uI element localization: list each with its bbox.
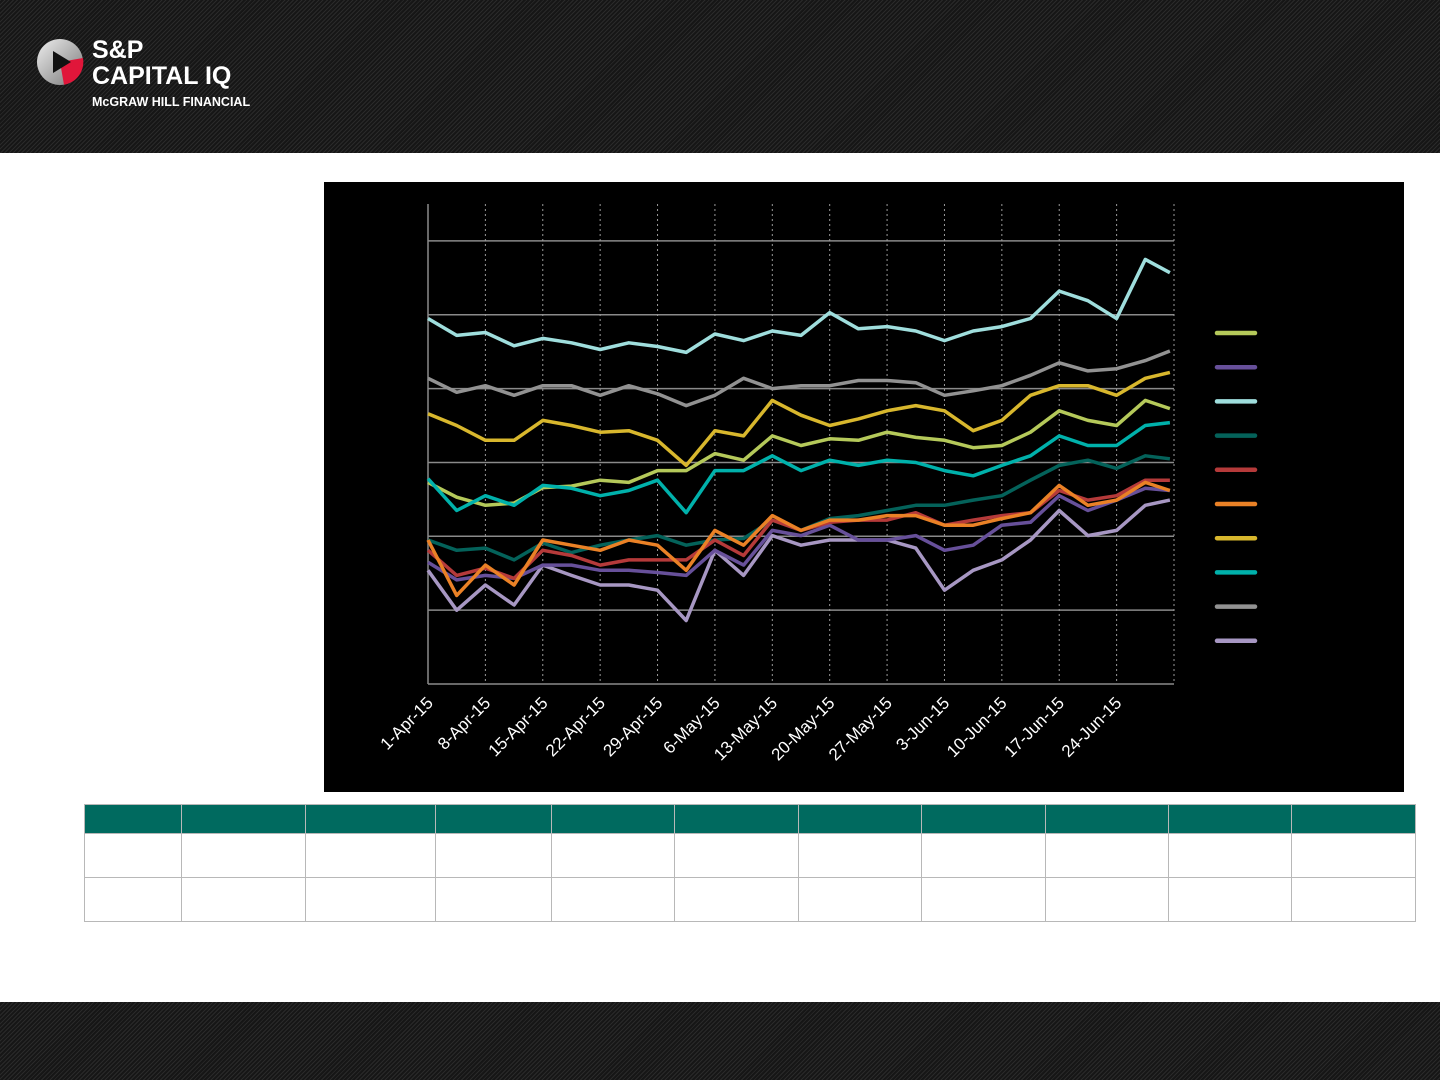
table-cell xyxy=(435,833,552,878)
data-table xyxy=(84,804,1416,922)
table-cell xyxy=(921,833,1046,878)
table-header-row xyxy=(84,804,1416,834)
table-cell xyxy=(798,833,922,878)
table-cell xyxy=(1168,877,1292,922)
x-tick-label: 8-Apr-15 xyxy=(434,693,494,753)
table-cell xyxy=(674,877,799,922)
table-cell xyxy=(84,804,182,834)
x-tick-label: 29-Apr-15 xyxy=(599,693,666,760)
footer-banner xyxy=(0,1002,1440,1080)
table-cell xyxy=(1168,833,1292,878)
table-cell xyxy=(551,804,675,834)
x-tick-label: 15-Apr-15 xyxy=(485,693,552,760)
table-cell xyxy=(551,833,675,878)
line-chart: 1-Apr-158-Apr-1515-Apr-1522-Apr-1529-Apr… xyxy=(377,204,1258,764)
table-cell xyxy=(181,833,306,878)
brand-line2: CAPITAL IQ xyxy=(92,62,232,90)
table-cell xyxy=(921,804,1046,834)
table-cell xyxy=(1045,877,1169,922)
series-line xyxy=(427,370,1171,468)
table-cell xyxy=(674,804,799,834)
table-cell xyxy=(1291,877,1416,922)
series-line xyxy=(426,480,1171,598)
table-cell xyxy=(551,877,675,922)
brand-line1: S&P xyxy=(92,36,144,64)
table-cell xyxy=(1291,804,1416,834)
series-line xyxy=(427,486,1171,582)
table-cell xyxy=(84,833,182,878)
table-cell xyxy=(1168,804,1292,834)
table-cell xyxy=(1291,833,1416,878)
series-line xyxy=(427,257,1171,355)
brand-logo: S&P CAPITAL IQ McGRAW HILL FINANCIAL xyxy=(36,38,250,109)
table-cell xyxy=(181,877,306,922)
x-tick-label: 10-Jun-15 xyxy=(943,693,1011,761)
series-line xyxy=(426,420,1171,515)
chart-panel: 1-Apr-15 8-Apr-15 15-Apr-15 22-Apr-15 29-Apr… xyxy=(324,182,1404,792)
table-cell xyxy=(674,833,799,878)
table-cell xyxy=(921,877,1046,922)
x-tick-label: 24-Jun-15 xyxy=(1058,693,1126,761)
table-row xyxy=(84,877,1416,922)
table-cell xyxy=(435,877,552,922)
table-row xyxy=(84,833,1416,878)
table-cell xyxy=(1045,804,1169,834)
x-tick-label: 17-Jun-15 xyxy=(1000,693,1068,761)
table-cell xyxy=(798,877,922,922)
table-cell xyxy=(181,804,306,834)
series-line xyxy=(427,349,1171,408)
brand-line3: McGRAW HILL FINANCIAL xyxy=(92,95,251,109)
header-banner xyxy=(0,0,1440,153)
table-cell xyxy=(305,833,436,878)
table-cell xyxy=(305,877,436,922)
table-cell xyxy=(84,877,182,922)
x-tick-label: 22-Apr-15 xyxy=(542,693,609,760)
series-line xyxy=(426,498,1171,623)
table-cell xyxy=(798,804,922,834)
table-cell xyxy=(435,804,552,834)
x-tick-label: 1-Apr-15 xyxy=(377,693,437,753)
logo-play-icon xyxy=(37,39,84,85)
table-cell xyxy=(305,804,436,834)
table-cell xyxy=(1045,833,1169,878)
